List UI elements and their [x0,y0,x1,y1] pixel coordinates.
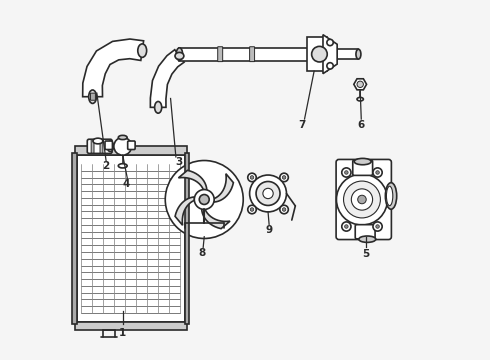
Text: 2: 2 [102,161,110,171]
FancyBboxPatch shape [105,141,112,149]
Circle shape [327,63,333,69]
FancyBboxPatch shape [100,140,103,153]
Text: 7: 7 [298,120,305,130]
Circle shape [250,176,254,179]
Circle shape [357,81,364,87]
Circle shape [249,175,287,212]
Circle shape [342,222,351,231]
Polygon shape [73,153,76,324]
Circle shape [250,208,254,211]
FancyBboxPatch shape [128,141,135,149]
Polygon shape [76,155,185,322]
FancyBboxPatch shape [249,47,255,62]
Polygon shape [354,79,367,90]
Circle shape [376,171,379,174]
Circle shape [373,168,382,177]
Polygon shape [178,170,207,190]
Text: 9: 9 [266,225,272,235]
Ellipse shape [359,236,376,242]
Ellipse shape [356,49,361,59]
Circle shape [344,225,348,228]
Polygon shape [307,37,326,71]
FancyBboxPatch shape [91,140,94,153]
Circle shape [248,205,256,214]
Circle shape [358,195,366,204]
Polygon shape [179,48,325,60]
Circle shape [282,176,286,179]
Circle shape [282,208,286,211]
Ellipse shape [357,98,364,101]
FancyBboxPatch shape [91,93,96,100]
Ellipse shape [118,164,127,168]
Circle shape [114,138,132,155]
Polygon shape [337,49,358,59]
Circle shape [373,222,382,231]
Ellipse shape [176,48,183,60]
Polygon shape [75,322,187,329]
Ellipse shape [387,186,393,206]
Ellipse shape [107,141,114,152]
Text: 5: 5 [362,249,369,259]
FancyBboxPatch shape [353,160,372,175]
FancyBboxPatch shape [87,139,112,153]
Polygon shape [150,50,184,107]
Polygon shape [214,174,233,202]
Circle shape [344,171,348,174]
Ellipse shape [175,53,184,59]
Circle shape [312,46,327,62]
FancyBboxPatch shape [336,159,392,239]
Ellipse shape [354,158,371,165]
Text: 3: 3 [176,157,183,167]
Ellipse shape [385,183,397,209]
Polygon shape [202,209,230,229]
FancyBboxPatch shape [218,47,222,62]
Circle shape [248,173,256,182]
Text: 1: 1 [119,328,126,338]
Circle shape [337,174,388,225]
Circle shape [165,161,243,238]
Polygon shape [185,153,189,324]
Ellipse shape [93,138,103,144]
Ellipse shape [138,44,147,57]
Circle shape [376,225,379,228]
Text: 4: 4 [122,179,130,189]
FancyBboxPatch shape [355,225,375,239]
Circle shape [199,194,209,204]
Ellipse shape [89,90,97,103]
Circle shape [280,173,288,182]
Circle shape [343,181,380,218]
Circle shape [263,188,273,199]
Circle shape [280,205,288,214]
Polygon shape [175,197,195,225]
Polygon shape [83,39,144,97]
Ellipse shape [155,102,162,113]
Text: 6: 6 [358,120,365,130]
Circle shape [327,39,333,46]
Circle shape [256,181,280,206]
Polygon shape [75,146,187,155]
Polygon shape [323,35,337,74]
Text: 8: 8 [199,248,206,258]
Circle shape [342,168,351,177]
Circle shape [351,189,372,210]
Circle shape [195,190,214,210]
Ellipse shape [118,135,127,140]
